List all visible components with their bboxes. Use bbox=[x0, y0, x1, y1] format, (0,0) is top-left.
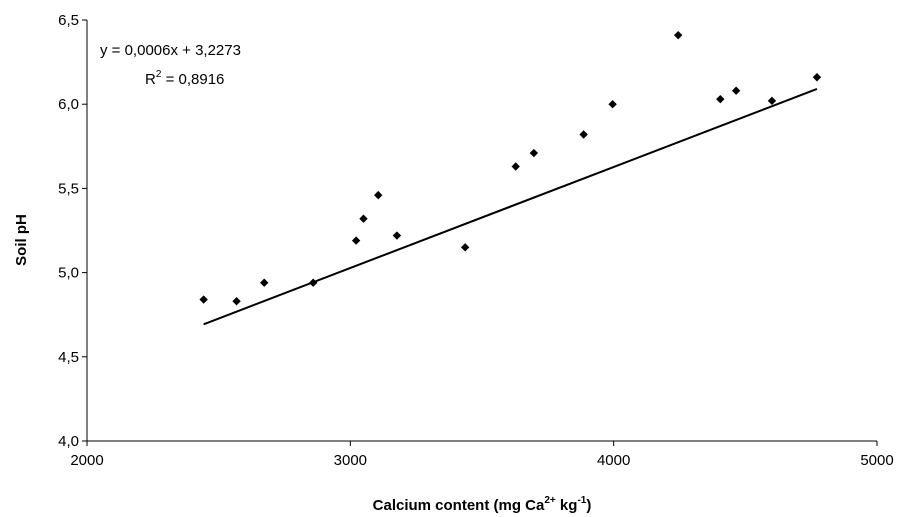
x-tick-label: 3000 bbox=[334, 452, 367, 469]
y-tick-label: 5,0 bbox=[58, 265, 79, 282]
r-squared-prefix: R bbox=[145, 71, 156, 88]
data-point bbox=[731, 86, 741, 95]
data-point bbox=[812, 73, 822, 82]
data-point bbox=[351, 236, 361, 245]
data-point bbox=[359, 214, 368, 223]
data-point bbox=[199, 295, 208, 304]
x-axis-ticks: 2000 3000 4000 5000 bbox=[70, 441, 894, 469]
x-title-sup2: -1 bbox=[577, 495, 586, 506]
data-point bbox=[309, 278, 318, 287]
y-tick-label: 5,5 bbox=[58, 180, 79, 197]
data-point bbox=[767, 96, 777, 106]
data-point bbox=[579, 130, 588, 139]
axes bbox=[86, 20, 877, 442]
y-tick-label: 4,5 bbox=[58, 349, 79, 366]
x-title-end: ) bbox=[586, 497, 591, 514]
x-axis-title: Calcium content (mg Ca2+ kg-1) bbox=[373, 495, 592, 514]
data-point bbox=[232, 297, 241, 306]
x-title-main: Calcium content (mg Ca bbox=[373, 497, 545, 514]
data-point bbox=[529, 148, 539, 158]
y-tick-label: 6,5 bbox=[58, 12, 79, 29]
data-point bbox=[716, 94, 725, 104]
x-title-sup1: 2+ bbox=[544, 495, 556, 506]
data-point bbox=[673, 30, 683, 40]
y-tick-label: 4,0 bbox=[58, 433, 79, 450]
data-point bbox=[392, 231, 402, 240]
r-squared-sup: 2 bbox=[156, 69, 162, 80]
r-squared-label: R2 = 0,8916 bbox=[145, 69, 224, 88]
x-tick-label: 2000 bbox=[70, 452, 103, 469]
y-axis-title: Soil pH bbox=[13, 214, 30, 266]
data-point bbox=[460, 243, 470, 252]
r-squared-value: = 0,8916 bbox=[161, 71, 224, 88]
x-tick-label: 4000 bbox=[597, 452, 630, 469]
data-point bbox=[374, 190, 383, 200]
data-point bbox=[260, 278, 269, 287]
trendline bbox=[203, 88, 818, 326]
trendline-equation: y = 0,0006x + 3,2273 bbox=[100, 42, 241, 59]
y-axis-ticks: 4,0 4,5 5,0 5,5 6,0 6,5 bbox=[58, 12, 87, 450]
y-tick-label: 6,0 bbox=[58, 96, 79, 113]
trendline-group bbox=[203, 88, 818, 326]
data-points bbox=[199, 30, 822, 306]
x-tick-label: 5000 bbox=[860, 452, 893, 469]
data-point bbox=[608, 100, 617, 109]
x-title-mid: kg bbox=[556, 497, 578, 514]
data-point bbox=[511, 162, 520, 171]
